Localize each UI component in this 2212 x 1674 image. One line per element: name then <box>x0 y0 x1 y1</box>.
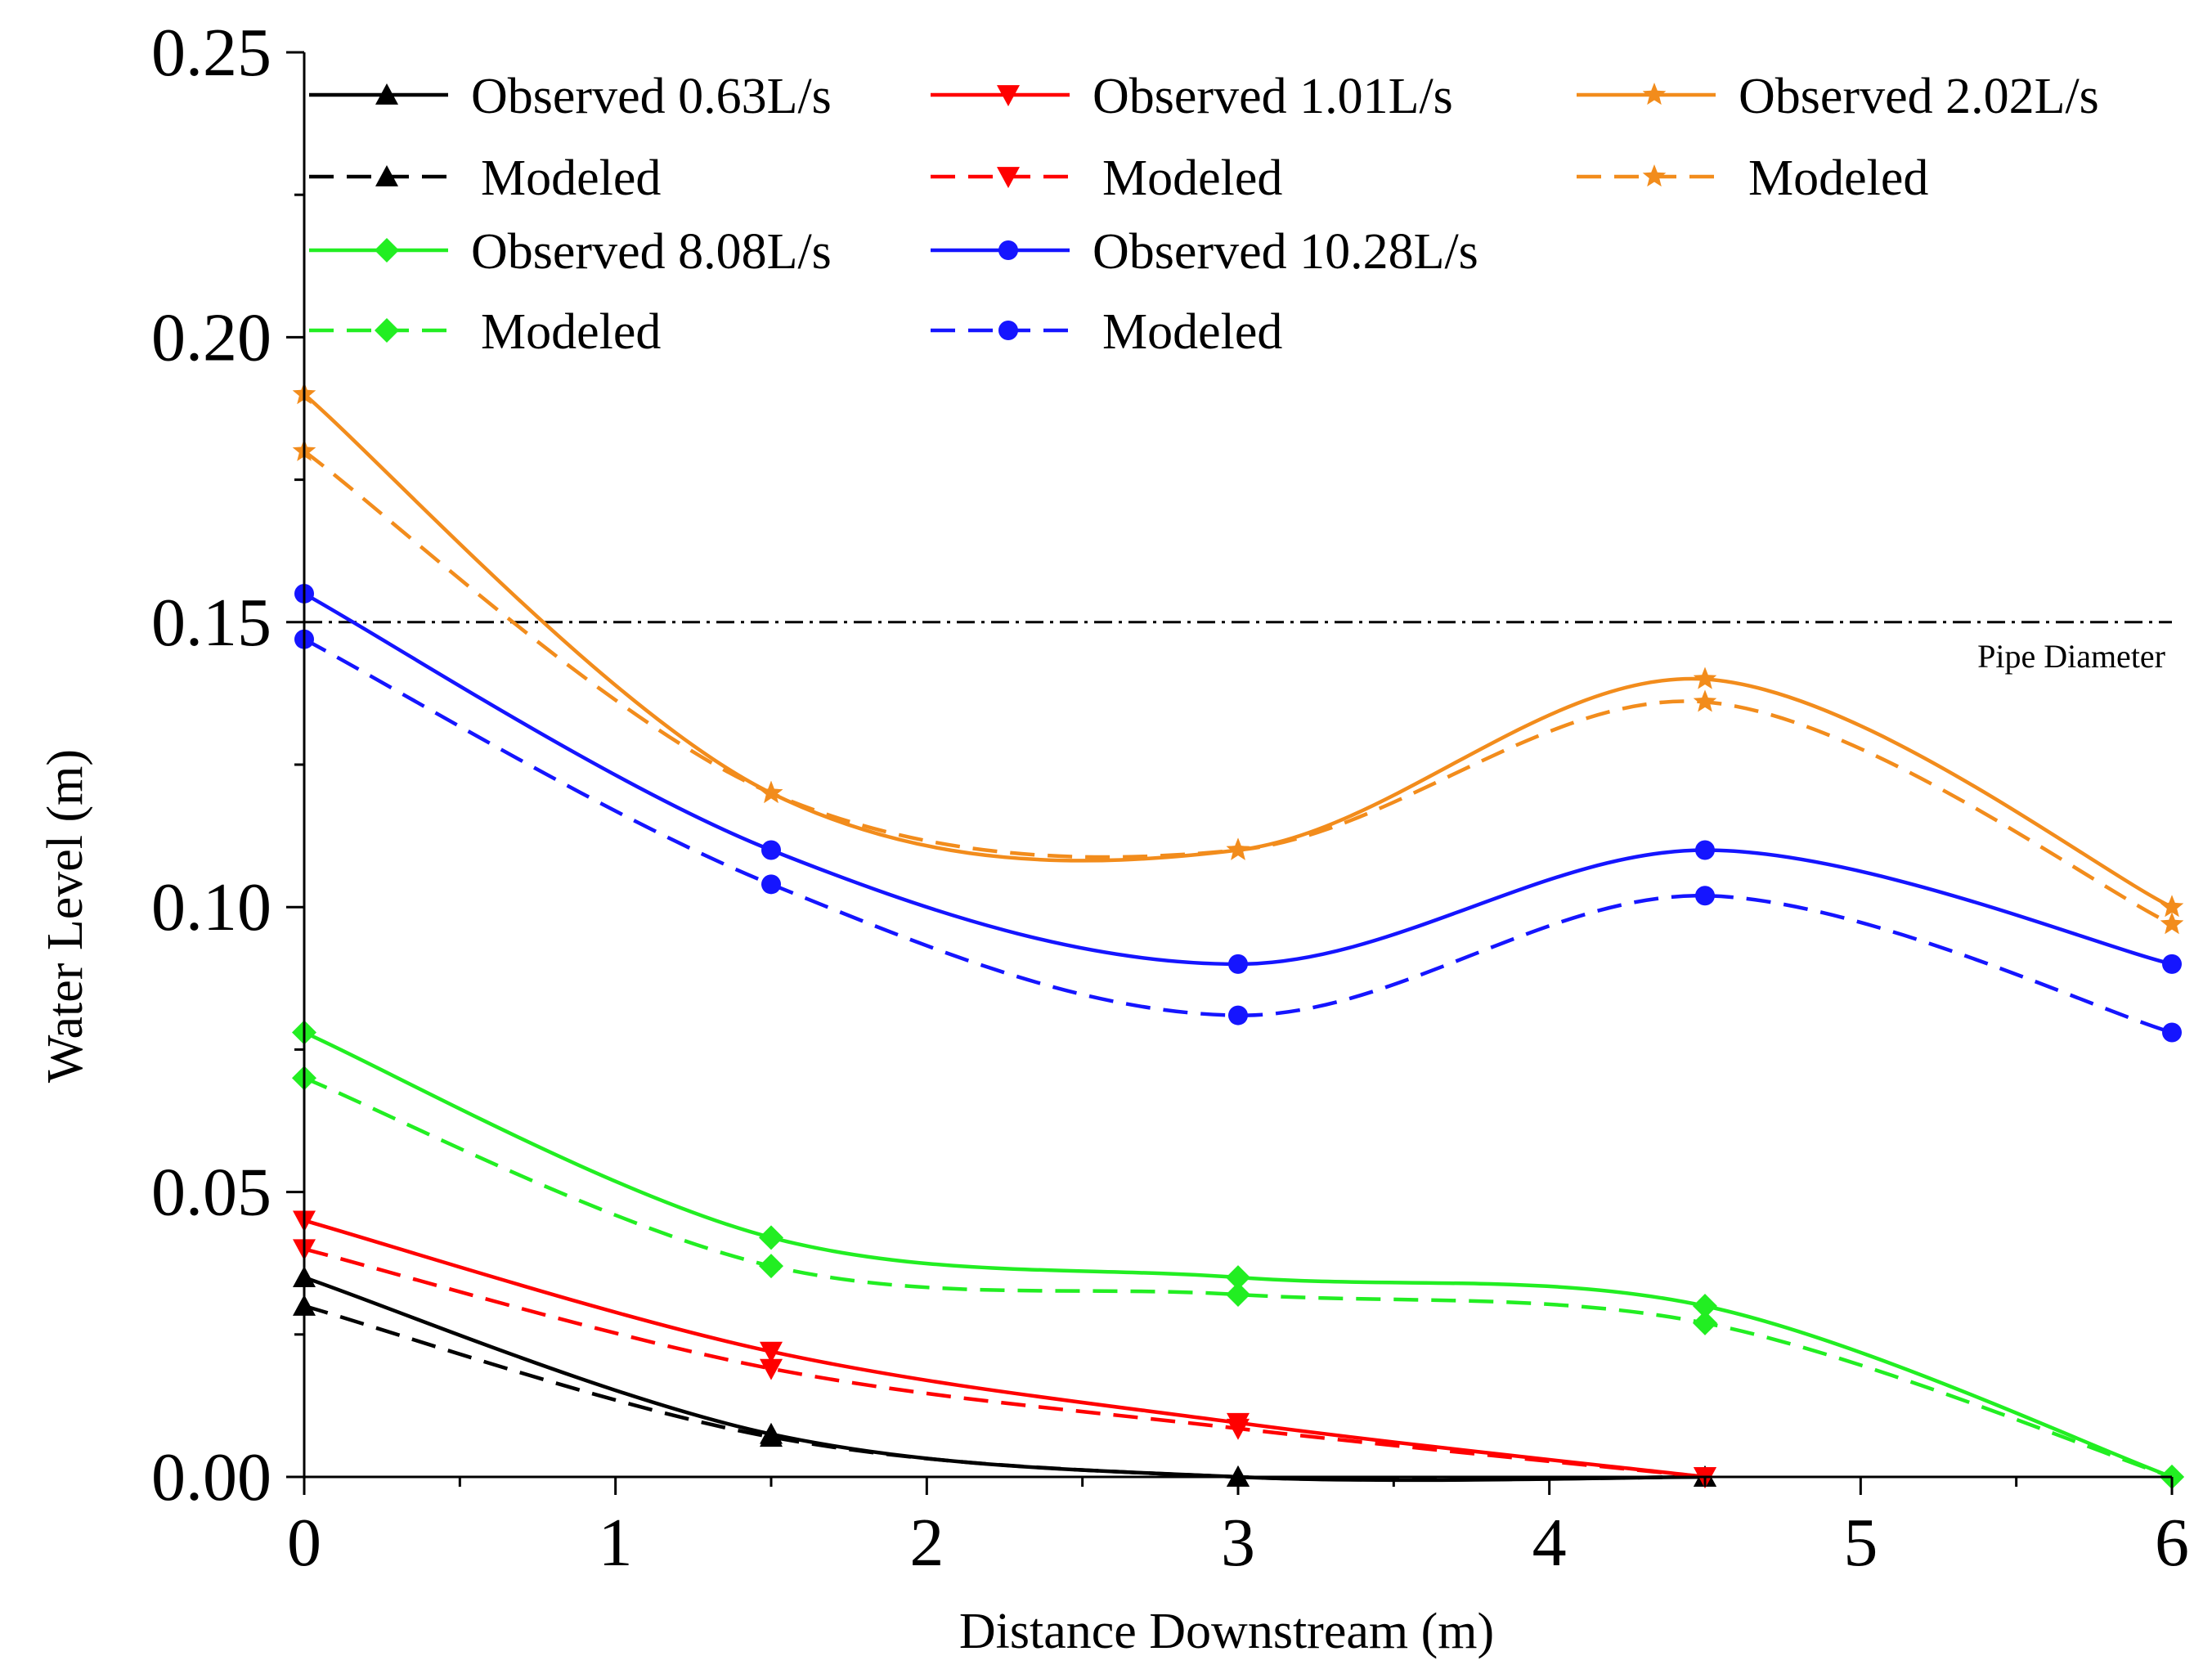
legend-label: Modeled <box>481 150 661 206</box>
data-point-3-1 <box>760 1358 783 1380</box>
data-point-6-1 <box>759 1225 783 1250</box>
data-point-7-1 <box>759 1254 783 1279</box>
data-point-7-3 <box>1693 1310 1717 1335</box>
data-point-3-2 <box>1227 1418 1250 1440</box>
legend-item-4: Observed 2.02L/s <box>1577 69 2099 124</box>
data-point-5-4 <box>2160 912 2184 935</box>
legend-marker <box>997 167 1020 188</box>
data-point-4-4 <box>2160 895 2184 918</box>
axes: 0 1 2 3 4 5 6 0.00 0.05 0.10 0.15 0.20 0.25 <box>151 15 2189 1581</box>
legend-item-3: Modeled <box>931 150 1282 206</box>
legend-label: Modeled <box>481 304 661 360</box>
series-line-9 <box>303 637 2173 1034</box>
legend-marker <box>997 85 1020 106</box>
data-point-2-1 <box>760 1341 783 1363</box>
data-point-9-2 <box>1228 1005 1248 1025</box>
legend: Observed 0.63L/s Modeled Observed 1.01L/s M… <box>309 69 2099 360</box>
legend-item-0: Observed 0.63L/s <box>309 69 832 124</box>
y-tick-label: 0.20 <box>151 299 271 375</box>
data-point-8-2 <box>1228 954 1248 974</box>
x-axis-title: Distance Downstream (m) <box>959 1604 1494 1659</box>
series-line-2 <box>303 1218 1706 1479</box>
legend-item-2: Observed 1.01L/s <box>931 69 1453 124</box>
data-point-8-1 <box>761 840 781 860</box>
x-tick-label: 4 <box>1532 1505 1567 1581</box>
x-tick-label: 5 <box>1843 1505 1878 1581</box>
legend-label: Observed 0.63L/s <box>471 69 832 124</box>
y-tick-label: 0.10 <box>151 869 271 945</box>
legend-item-9: Modeled <box>931 304 1282 360</box>
data-point-8-3 <box>1695 840 1715 860</box>
legend-marker <box>375 238 399 263</box>
x-tick-label: 3 <box>1221 1505 1255 1581</box>
legend-label: Observed 8.08L/s <box>471 224 832 280</box>
legend-marker <box>1642 164 1667 187</box>
y-tick-label: 0.15 <box>151 585 271 661</box>
data-point-9-3 <box>1695 886 1715 906</box>
legend-marker <box>375 318 399 343</box>
data-point-6-3 <box>1693 1293 1717 1318</box>
legend-item-5: Modeled <box>1577 150 1928 206</box>
legend-item-8: Observed 10.28L/s <box>931 224 1478 280</box>
data-point-1-1 <box>760 1425 783 1447</box>
x-tick-label: 2 <box>909 1505 944 1581</box>
y-tick-label: 0.25 <box>151 15 271 91</box>
legend-label: Observed 2.02L/s <box>1739 69 2099 124</box>
data-point-8-4 <box>2162 954 2182 974</box>
data-point-5-2 <box>1226 837 1250 860</box>
data-point-9-1 <box>761 874 781 895</box>
legend-item-6: Observed 8.08L/s <box>309 224 832 280</box>
data-point-5-3 <box>1693 689 1717 712</box>
data-point-9-4 <box>2162 1022 2182 1043</box>
legend-marker <box>998 240 1018 260</box>
reference-lines: Pipe Diameter <box>304 621 2172 675</box>
series-3 <box>293 1239 1716 1488</box>
series-line-1 <box>303 1304 1706 1482</box>
legend-marker <box>375 165 398 186</box>
y-tick-label: 0.05 <box>151 1155 271 1231</box>
x-tick-label: 6 <box>2155 1505 2189 1581</box>
legend-item-1: Modeled <box>309 150 661 206</box>
series-line-3 <box>303 1247 1706 1479</box>
legend-marker <box>1642 83 1667 105</box>
y-tick-label: 0.00 <box>151 1439 271 1515</box>
data-point-6-2 <box>1226 1265 1250 1290</box>
series-8 <box>294 583 2182 974</box>
data-point-4-3 <box>1693 666 1717 689</box>
legend-label: Observed 1.01L/s <box>1093 69 1453 124</box>
pipe-diameter-label: Pipe Diameter <box>1977 638 2165 675</box>
legend-marker <box>998 321 1018 340</box>
x-tick-label: 1 <box>599 1505 633 1581</box>
legend-label: Observed 10.28L/s <box>1093 224 1478 280</box>
series-9 <box>294 629 2182 1043</box>
legend-marker <box>375 83 398 105</box>
data-point-5-1 <box>759 780 783 803</box>
data-point-7-2 <box>1226 1282 1250 1308</box>
y-axis-title: Water Level (m) <box>38 749 93 1083</box>
series-7 <box>292 1066 2184 1489</box>
legend-item-7: Modeled <box>309 304 661 360</box>
legend-label: Modeled <box>1102 150 1282 206</box>
legend-label: Modeled <box>1748 150 1928 206</box>
legend-label: Modeled <box>1102 304 1282 360</box>
x-tick-label: 0 <box>287 1505 321 1581</box>
